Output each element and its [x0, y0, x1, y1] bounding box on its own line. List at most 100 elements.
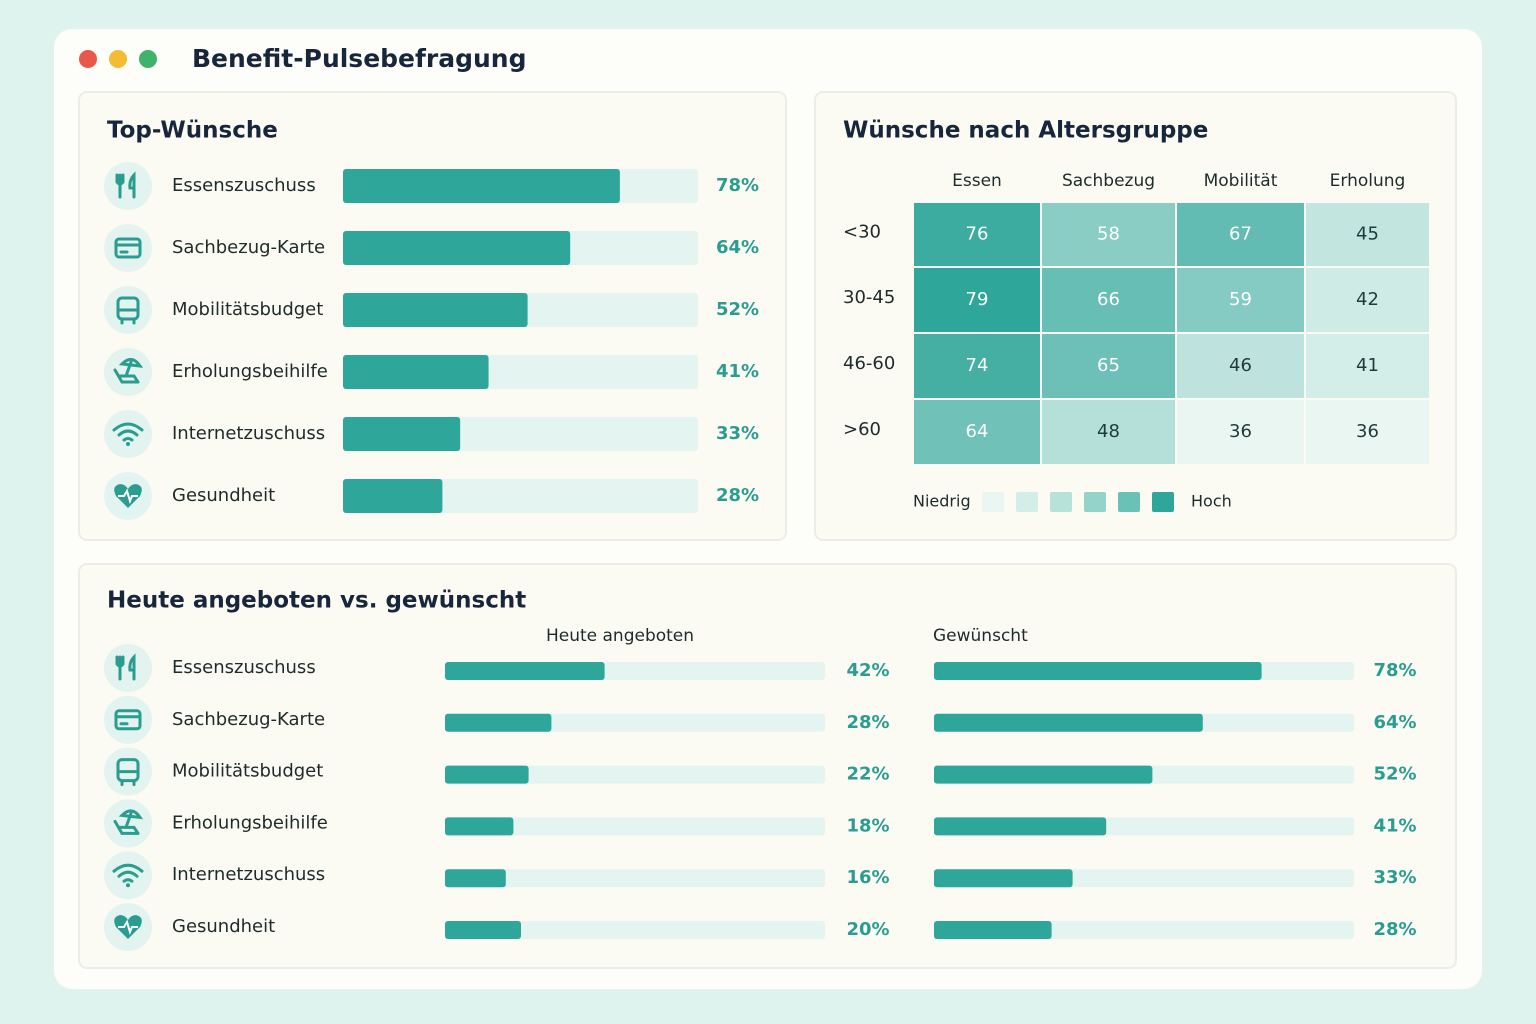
value-label: 42% — [846, 660, 889, 681]
row-label: 46-60 — [843, 353, 895, 374]
legend-swatch — [1016, 492, 1038, 512]
heatmap-cell — [1040, 332, 1177, 400]
legend-swatch — [1050, 492, 1072, 512]
bar — [934, 921, 1052, 939]
bar — [343, 293, 528, 327]
value-label: 28% — [1373, 919, 1416, 940]
category-label: Internetzuschuss — [172, 423, 325, 444]
value-label: 16% — [846, 867, 889, 888]
icon-shape — [113, 809, 144, 835]
bar — [343, 169, 620, 203]
icon-shape — [112, 422, 144, 442]
icon — [104, 410, 152, 458]
series-label: Gewünscht — [933, 626, 1028, 646]
bar — [343, 355, 489, 389]
category-label: Mobilitätsbudget — [172, 299, 323, 320]
value-label: 28% — [846, 712, 889, 733]
cell-label: 64 — [966, 421, 989, 442]
heatmap-cell — [912, 398, 1042, 466]
cell-label: 67 — [1229, 224, 1252, 245]
cell-label: 58 — [1097, 224, 1120, 245]
bar — [445, 713, 552, 732]
content: Essenszuschuss 78% Sachbezug-Karte 64% Mobil… — [104, 162, 1431, 951]
column-label: Mobilität — [1204, 171, 1278, 191]
icon — [104, 348, 152, 396]
value-label: 41% — [716, 361, 759, 382]
bar — [343, 231, 571, 265]
heatmap-cell — [1040, 266, 1177, 334]
bar — [445, 869, 506, 888]
value-label: 64% — [716, 237, 759, 258]
bar — [934, 817, 1107, 836]
heatmap-cell — [912, 201, 1042, 268]
category-label: Erholungsbeihilfe — [172, 812, 328, 833]
value-label: 78% — [716, 175, 759, 196]
bar — [445, 765, 529, 784]
category-label: Sachbezug-Karte — [172, 709, 325, 730]
icon-shape — [113, 358, 144, 384]
icon-shape — [126, 883, 130, 888]
row-label: 30-45 — [843, 287, 895, 308]
icon-bg — [104, 410, 152, 458]
icon — [104, 224, 152, 272]
heatmap-cell — [1304, 266, 1431, 334]
heatmap-cell — [912, 266, 1042, 334]
cell-label: 41 — [1356, 355, 1379, 376]
panel-title: Heute angeboten vs. gewünscht — [107, 588, 526, 614]
legend-low: Niedrig — [913, 492, 971, 511]
bar — [934, 713, 1203, 732]
icon-shape — [118, 488, 138, 505]
bar — [445, 817, 514, 836]
category-label: Gesundheit — [172, 916, 275, 937]
cell-label: 59 — [1229, 289, 1252, 310]
row-label: <30 — [843, 222, 881, 243]
icon-shape — [114, 237, 142, 259]
category-label: Sachbezug-Karte — [172, 237, 325, 258]
legend-swatch — [1152, 492, 1174, 512]
value-label: 52% — [716, 299, 759, 320]
icon-bg — [104, 695, 152, 744]
legend-swatch — [982, 492, 1004, 512]
cell-label: 36 — [1229, 421, 1252, 442]
category-label: Essenszuschuss — [172, 657, 316, 678]
icon-shape — [120, 779, 136, 787]
icon — [104, 644, 152, 692]
cell-label: 48 — [1097, 421, 1120, 442]
series-label: Heute angeboten — [546, 626, 694, 646]
cell-label: 76 — [966, 224, 989, 245]
bar-track — [445, 869, 825, 888]
bar-track — [445, 921, 825, 939]
value-label: 78% — [1373, 660, 1416, 681]
icon-shape — [126, 442, 130, 446]
value-label: 64% — [1373, 712, 1416, 733]
panel-title: Wünsche nach Altersgruppe — [843, 118, 1208, 144]
column-label: Sachbezug — [1062, 171, 1155, 191]
icon-shape — [112, 863, 144, 883]
close-button[interactable] — [79, 50, 97, 68]
icon-shape — [120, 317, 136, 325]
heatmap-cell — [1040, 201, 1177, 268]
maximize-button[interactable] — [139, 50, 157, 68]
value-label: 52% — [1373, 764, 1416, 785]
icon — [104, 851, 152, 900]
value-label: 22% — [846, 764, 889, 785]
bar — [445, 662, 605, 680]
icon — [104, 799, 152, 848]
value-label: 41% — [1373, 815, 1416, 836]
minimize-button[interactable] — [109, 50, 127, 68]
heatmap-cell — [1175, 266, 1306, 334]
icon-bg — [104, 644, 152, 692]
icon-bg — [104, 162, 152, 210]
icon — [104, 162, 152, 210]
category-label: Essenszuschuss — [172, 175, 316, 196]
value-label: 28% — [716, 485, 759, 506]
cell-label: 65 — [1097, 355, 1120, 376]
heatmap-cell — [1304, 398, 1431, 466]
bar — [343, 479, 443, 513]
cell-label: 79 — [966, 289, 989, 310]
value-label: 18% — [846, 815, 889, 836]
heatmap-cell — [1304, 332, 1431, 400]
column-label: Erholung — [1330, 171, 1406, 191]
icon — [104, 695, 152, 744]
